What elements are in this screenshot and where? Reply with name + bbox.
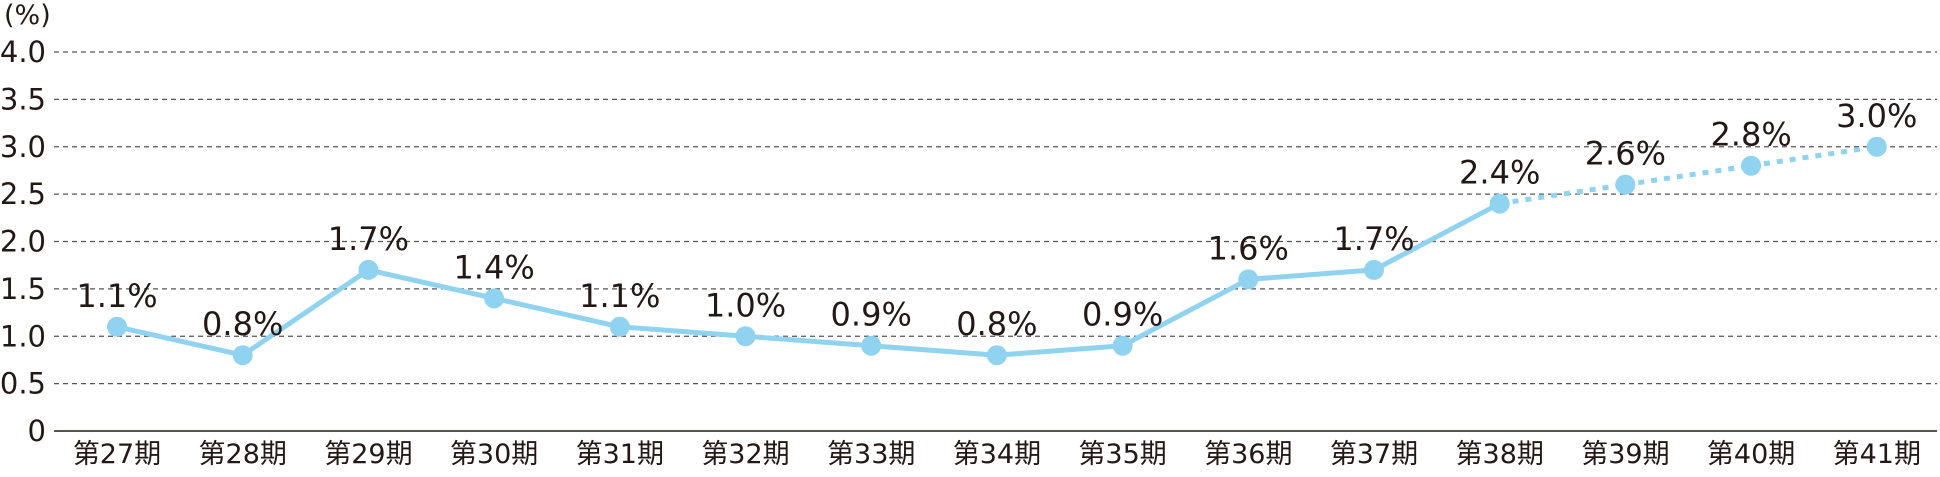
x-tick-label: 第29期 [324, 439, 412, 470]
line-segment [868, 343, 1000, 358]
data-label: 0.8% [956, 305, 1037, 343]
data-point [1238, 269, 1259, 290]
y-tick-label: 1.0 [0, 319, 46, 353]
x-tick-label: 第38期 [1456, 439, 1544, 470]
y-axis-ticks: 0 0.5 1.0 1.5 2.0 2.5 3.0 3.5 4.0 [0, 35, 46, 448]
data-label: 0.9% [1082, 296, 1163, 334]
x-tick-label: 第36期 [1204, 439, 1292, 470]
line-segment [743, 333, 874, 349]
data-label: 1.7% [1333, 220, 1414, 258]
data-point [1741, 155, 1762, 176]
y-tick-label: 4.0 [0, 35, 46, 69]
y-tick-label: 1.5 [0, 272, 46, 306]
line-segment [1245, 267, 1377, 282]
data-label: 1.1% [579, 277, 660, 315]
data-point [1489, 193, 1510, 214]
line-segment [1120, 276, 1251, 349]
line-segment [491, 295, 623, 330]
x-tick-label: 第37期 [1330, 439, 1418, 470]
line-segment [114, 324, 246, 358]
data-point [1615, 174, 1636, 195]
data-label: 1.0% [705, 286, 786, 324]
x-tick-label: 第30期 [450, 439, 538, 470]
data-point [735, 326, 756, 347]
y-tick-label: 0.5 [0, 367, 46, 401]
data-point [861, 335, 882, 356]
data-point [609, 316, 630, 337]
data-point [986, 345, 1007, 366]
data-point [1866, 136, 1887, 157]
series-lines [114, 144, 1878, 358]
projected-line-segment [1499, 182, 1626, 207]
data-label: 2.8% [1710, 116, 1791, 154]
y-tick-label: 2.0 [0, 225, 46, 259]
data-label: 3.0% [1836, 97, 1917, 135]
data-point [1364, 259, 1384, 280]
data-point [358, 259, 379, 280]
data-point [1112, 335, 1133, 356]
data-label: 1.6% [1208, 229, 1289, 267]
line-segment [365, 267, 497, 301]
x-tick-label: 第32期 [701, 439, 789, 470]
data-point [107, 316, 127, 337]
x-tick-label: 第31期 [576, 439, 664, 470]
projected-line-segment [1750, 144, 1878, 169]
x-tick-label: 第34期 [953, 439, 1041, 470]
line-segment [617, 324, 748, 339]
data-point [484, 288, 505, 309]
line-segment [240, 267, 371, 358]
data-label: 0.8% [202, 305, 283, 343]
y-tick-label: 0 [28, 414, 46, 448]
x-tick-label: 第40期 [1707, 439, 1795, 470]
projected-line-segment [1625, 163, 1752, 188]
series-points [107, 136, 1887, 366]
x-tick-label: 第39期 [1581, 439, 1669, 470]
data-label: 2.4% [1459, 154, 1540, 192]
x-axis-ticks: 第27期 第28期 第29期 第30期 第31期 第32期 第33期 第34期 第35期 第36期… [73, 439, 1921, 470]
data-label: 2.6% [1585, 135, 1666, 173]
y-tick-label: 3.5 [0, 82, 46, 116]
y-tick-label: 3.0 [0, 130, 46, 164]
line-segment [994, 343, 1126, 358]
x-tick-label: 第27期 [73, 439, 161, 470]
data-labels: 1.1% 0.8% 1.7% 1.4% 1.1% 1.0% 0.9% 0.8% 0.9% 1.6%… [76, 97, 1917, 343]
data-label: 1.1% [76, 277, 157, 315]
y-tick-label: 2.5 [0, 177, 46, 211]
x-tick-label: 第35期 [1078, 439, 1166, 470]
x-tick-label: 第33期 [827, 439, 915, 470]
data-label: 1.4% [453, 248, 534, 286]
x-tick-label: 第28期 [199, 439, 287, 470]
data-point [232, 345, 253, 366]
data-label: 1.7% [328, 220, 409, 258]
x-tick-label: 第41期 [1833, 439, 1921, 470]
line-segment [1371, 201, 1503, 273]
y-unit-label: (%) [4, 0, 51, 31]
data-label: 0.9% [831, 296, 912, 334]
